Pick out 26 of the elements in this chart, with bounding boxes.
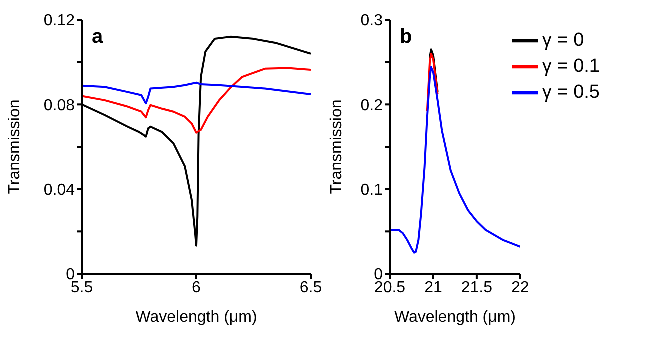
x-tick-label: 21.5 xyxy=(461,279,493,296)
x-tick-label: 21 xyxy=(424,279,442,296)
line-series xyxy=(426,52,439,112)
x-tick-label: 6.5 xyxy=(300,279,322,296)
line-series xyxy=(82,67,311,134)
annotation: b xyxy=(400,26,412,49)
y-tick-label: 0.12 xyxy=(44,12,76,30)
line-series xyxy=(390,66,520,254)
annotation: a xyxy=(92,26,104,49)
y-tick-label: 0.3 xyxy=(360,12,384,30)
x-tick-label: 5.5 xyxy=(70,279,94,296)
y-tick-label: 0.04 xyxy=(44,182,76,200)
y-tick-label: 0.08 xyxy=(44,97,76,114)
y-tick-label: 0.1 xyxy=(360,182,384,200)
line-series xyxy=(82,82,311,105)
y-tick-label: 0.2 xyxy=(360,97,384,114)
legend-label: γ = 0.1 xyxy=(542,56,600,78)
x-tick-label: 22 xyxy=(512,279,530,296)
y-axis-title: Transmission xyxy=(328,100,346,194)
line-series xyxy=(428,48,439,93)
legend-label: γ = 0.5 xyxy=(542,82,600,104)
x-axis-title: Wavelength (μm) xyxy=(394,309,516,326)
x-axis-title: Wavelength (μm) xyxy=(136,309,258,326)
legend-label: γ = 0 xyxy=(542,30,584,52)
y-axis-title: Transmission xyxy=(6,100,24,194)
x-tick-label: 6 xyxy=(192,279,202,296)
